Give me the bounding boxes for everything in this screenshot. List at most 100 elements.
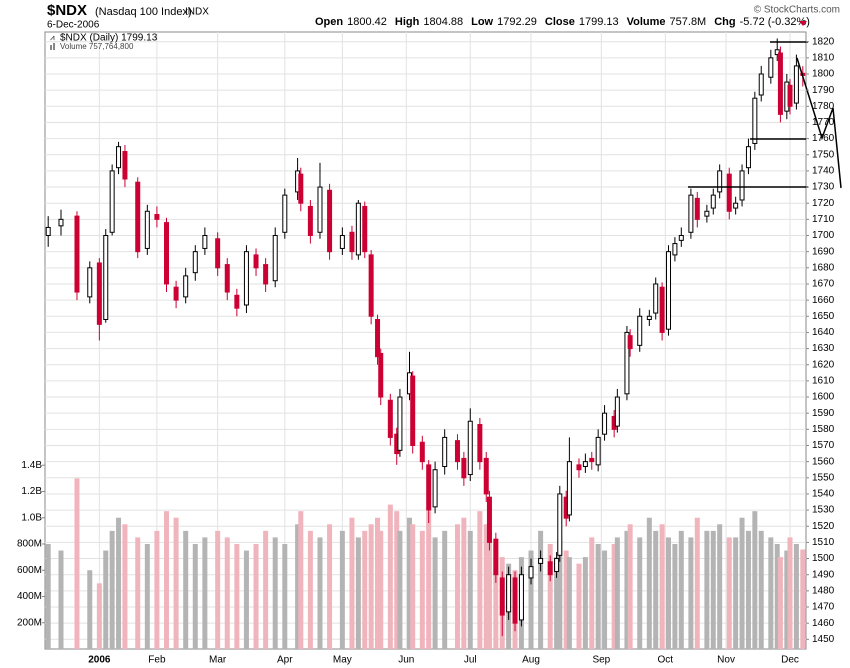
volume-bar [467, 530, 473, 649]
volume-tick-label: 800M [17, 539, 42, 550]
volume-bar [263, 530, 269, 649]
y-tick-label: 1740 [812, 166, 835, 177]
y-tick-label: 1730 [812, 182, 835, 193]
volume-bar [547, 543, 553, 649]
volume-bar [614, 537, 620, 649]
credit: © StockCharts.com [754, 5, 840, 16]
candle-body [554, 558, 560, 572]
candle-body [154, 214, 160, 220]
volume-bar [295, 524, 301, 649]
volume-tick-label: 1.0B [21, 512, 42, 523]
y-tick-label: 1620 [812, 359, 835, 370]
x-tick-label: May [333, 655, 352, 666]
volume-bar [154, 530, 160, 649]
candle-body [717, 170, 723, 193]
y-tick-label: 1820 [812, 36, 835, 47]
candle-body [362, 205, 368, 253]
axes: 1450 1460 1470 1480 1490 1500 1510 1520 1530 1540… [17, 36, 835, 665]
candle-body [678, 235, 684, 241]
candle-body [58, 218, 64, 227]
volume-bar [96, 583, 102, 649]
candle-body [109, 170, 115, 233]
volume-bar [672, 543, 678, 649]
candle-body [506, 574, 512, 613]
stat-label: Volume [627, 16, 666, 28]
y-tick-label: 1640 [812, 327, 835, 338]
y-tick-label: 1510 [812, 537, 835, 548]
candle-body [103, 235, 109, 321]
volume-bar [116, 517, 122, 649]
x-tick-label: Aug [522, 655, 540, 666]
volume-bar [135, 537, 141, 649]
volume-bar [784, 550, 790, 649]
candle-body [538, 558, 544, 564]
y-tick-label: 1750 [812, 149, 835, 160]
volume-bar [426, 511, 432, 649]
stat-label: High [395, 16, 420, 28]
stat-value: 1800.42 [347, 16, 387, 28]
candle-body [595, 436, 601, 466]
candle-body [614, 396, 620, 427]
y-tick-label: 1720 [812, 198, 835, 209]
volume-bar [477, 511, 483, 649]
candle-body [339, 235, 345, 249]
candle-body [192, 251, 198, 274]
legend: ⩘ $NDX (Daily) 1799.13 Volume 757,764,80… [50, 33, 158, 51]
trend-lines [688, 41, 842, 189]
candle-body [518, 574, 524, 621]
candle-body [410, 375, 416, 446]
volume-bar [582, 557, 588, 649]
volume-bar [739, 517, 745, 649]
candle-body [135, 181, 141, 253]
candle-body [624, 331, 630, 395]
volume-bar [627, 524, 633, 649]
volume-bar [202, 537, 208, 649]
volume-bar [624, 530, 630, 649]
candle-body [317, 186, 323, 233]
candle-body [426, 464, 432, 511]
volume-bar [362, 530, 368, 649]
candle-body [733, 202, 739, 209]
candle-body [307, 205, 313, 237]
candle-body [576, 464, 582, 471]
stat-label: Chg [714, 16, 735, 28]
y-tick-label: 1660 [812, 295, 835, 306]
y-tick-label: 1680 [812, 262, 835, 273]
volume-bar [375, 517, 381, 649]
volume-bar [87, 570, 93, 649]
y-tick-label: 1460 [812, 618, 835, 629]
candle-body [234, 294, 240, 309]
volume-bar [442, 530, 448, 649]
volume-bar [646, 517, 652, 649]
chart-title: $NDX [47, 2, 87, 19]
volume-bar [694, 517, 700, 649]
y-tick-label: 1470 [812, 602, 835, 613]
candle-body [777, 52, 783, 115]
volume-bar [58, 550, 64, 649]
y-tick-label: 1580 [812, 424, 835, 435]
candle-body [566, 461, 572, 516]
volume-bar [704, 530, 710, 649]
exchange: INDX [185, 7, 209, 18]
volume-bar [800, 549, 806, 649]
volume-bar [595, 543, 601, 649]
stat-label: Open [315, 16, 343, 28]
volume-bar [461, 517, 467, 649]
volume-bar [410, 524, 416, 649]
candle-body [298, 173, 304, 204]
candle-body [368, 254, 374, 317]
volume-bar [758, 530, 764, 649]
candle-body [602, 412, 608, 435]
candle-body [96, 262, 102, 325]
candle-body [272, 235, 278, 282]
volume-bar [272, 537, 278, 649]
y-tick-label: 1780 [812, 101, 835, 112]
volume-bar [109, 530, 115, 649]
legend-volume: Volume 757,764,800 [60, 42, 134, 51]
candle-body [774, 49, 780, 56]
x-tick-label: Nov [717, 655, 735, 666]
candle-body [666, 251, 672, 330]
candle-body [454, 440, 460, 463]
volume-bar [653, 530, 659, 649]
y-tick-label: 1540 [812, 489, 835, 500]
